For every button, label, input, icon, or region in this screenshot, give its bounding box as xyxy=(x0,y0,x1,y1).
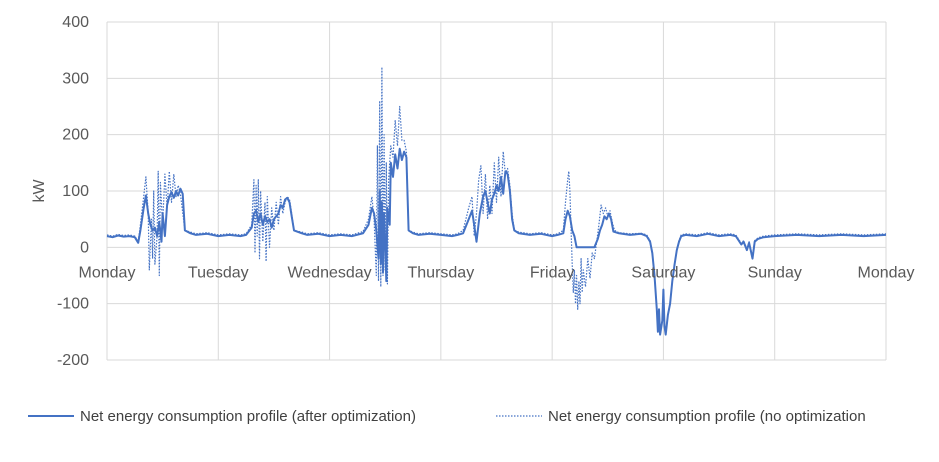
x-tick-label: Friday xyxy=(530,264,574,281)
x-tick-label: Tuesday xyxy=(188,264,249,281)
y-tick-label: -100 xyxy=(57,296,89,313)
x-tick-label: Monday xyxy=(79,264,136,281)
y-tick-label: 200 xyxy=(62,127,89,144)
series-lines xyxy=(106,66,887,336)
x-tick-label: Saturday xyxy=(631,264,695,281)
x-tick-label: Sunday xyxy=(748,264,802,281)
y-axis-label: kW xyxy=(31,179,48,203)
gridlines xyxy=(106,21,887,361)
series-line-1 xyxy=(106,147,887,336)
legend: Net energy consumption profile (after op… xyxy=(28,408,866,425)
x-tick-label: Monday xyxy=(858,264,915,281)
y-tick-label: 400 xyxy=(62,14,89,31)
x-tick-label: Thursday xyxy=(408,264,475,281)
x-axis-tick-labels: Monday Tuesday Wednesday Thursday Friday Satu… xyxy=(79,264,915,281)
y-tick-label: 300 xyxy=(62,70,89,87)
legend-label-2: Net energy consumption profile (no optim… xyxy=(548,408,866,425)
y-tick-label: 100 xyxy=(62,183,89,200)
y-tick-label: -200 xyxy=(57,352,89,369)
y-axis-tick-labels: -200 -100 0 100 200 300 400 xyxy=(57,14,89,369)
series-line-2 xyxy=(106,66,887,336)
x-tick-label: Wednesday xyxy=(287,264,371,281)
y-tick-label: 0 xyxy=(80,239,89,256)
legend-label-1: Net energy consumption profile (after op… xyxy=(80,408,416,425)
